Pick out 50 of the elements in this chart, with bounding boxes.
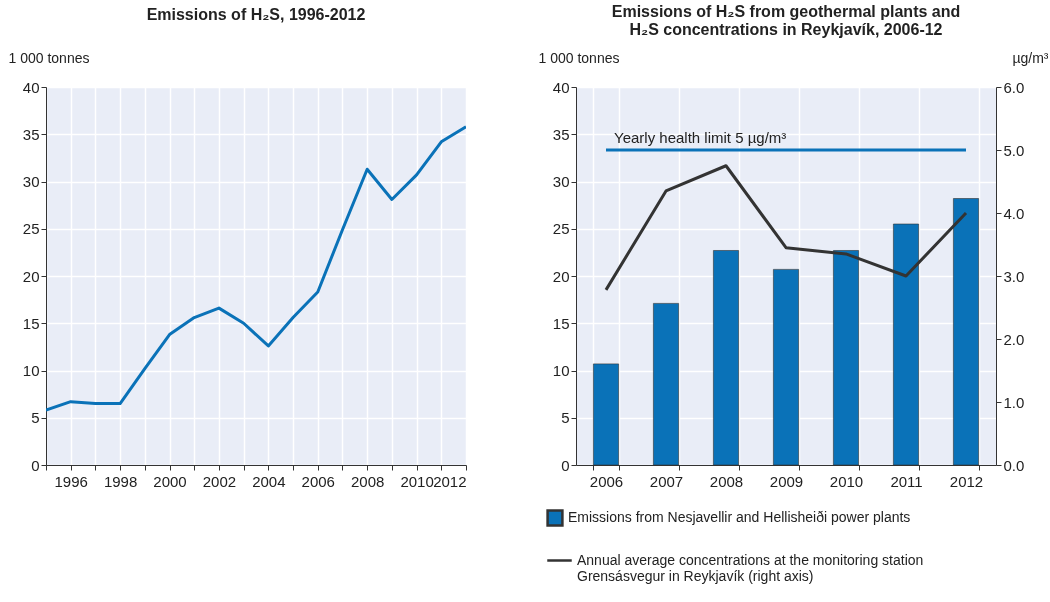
x-tick-label: 2004 [252,472,286,490]
line-series [46,125,466,412]
y-tick-label: 5 [561,409,570,427]
legend-label: Annual average concentrations at the monitoring station Grensásvegur in Reykjavík (right axis) [577,551,924,584]
y2-tick-label: 0.0 [1003,456,1025,474]
y2-tick-label: 3.0 [1003,267,1025,285]
y2-axis-title: µg/m³ [1012,49,1049,66]
x-tick-label: 1996 [54,472,88,490]
x-tick-label: 2010 [400,472,434,490]
x-tick-label: 2002 [202,472,237,490]
x-tick-label: 2012 [949,472,984,490]
y-tick-label: 25 [552,220,570,238]
y-tick-label: 0 [31,456,40,474]
x-tick-label: 2007 [649,472,684,490]
x-tick-label: 2011 [890,472,923,490]
x-tick-label: 2006 [589,472,624,490]
x-tick-label: 2006 [301,472,335,490]
y2-tick-label: 6.0 [1003,78,1025,96]
y-tick-label: 40 [552,78,570,96]
x-tick-label: 2008 [350,472,385,490]
chart-title: Emissions of H₂S, 1996-2012 [146,6,366,23]
y-tick-label: 35 [22,125,40,143]
y-tick-label: 15 [552,314,570,332]
chart-title: Emissions of H₂S from geothermal plants and H₂S concentrations in Reykjavík, 2006-12 [611,3,961,38]
y2-tick-label: 4.0 [1003,204,1025,222]
y-axis-title: 1 000 tonnes [538,49,620,66]
ref-line-label: Yearly health limit 5 µg/m³ [614,129,787,146]
y-tick-label: 30 [552,173,570,190]
y-tick-label: 20 [552,267,570,285]
legend-label: Emissions from Nesjavellir and Hellisheiði power plants [568,509,911,525]
y2-tick-label: 2.0 [1003,330,1025,348]
y-tick-label: 40 [22,78,40,96]
x-tick-label: 1998 [103,472,138,490]
y-tick-label: 15 [22,314,40,332]
x-tick-label: 2012 [433,472,467,490]
x-tick-label: 2009 [769,472,804,490]
y-tick-label: 30 [22,173,40,190]
y-tick-label: 35 [552,125,570,143]
x-tick-label: 2008 [709,472,744,490]
y2-tick-label: 1.0 [1003,393,1025,411]
y-tick-label: 5 [31,409,40,427]
x-tick-label: 2010 [829,472,864,490]
y-tick-label: 10 [552,362,570,379]
y-axis-title: 1 000 tonnes [8,49,90,66]
y-tick-label: 10 [22,362,40,379]
y-tick-label: 0 [561,456,570,474]
y2-tick-label: 5.0 [1003,141,1025,159]
y-tick-label: 20 [22,267,40,285]
y-tick-label: 25 [22,220,40,238]
x-tick-label: 2000 [153,472,187,490]
